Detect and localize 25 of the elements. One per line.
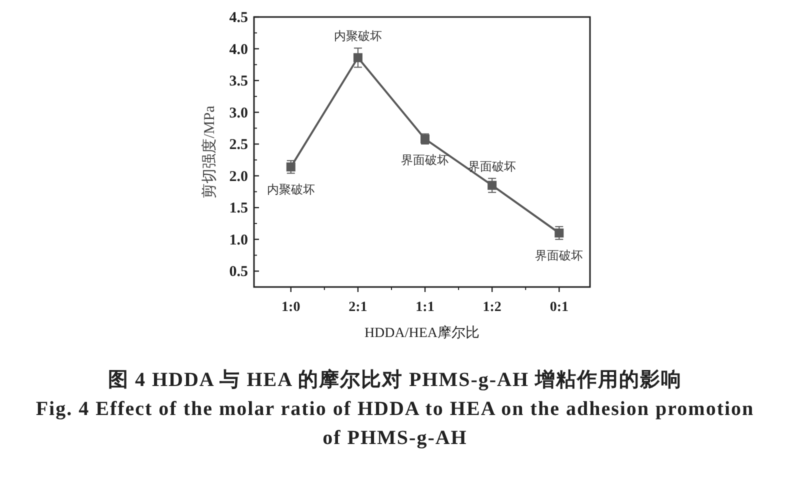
x-axis-title: HDDA/HEA摩尔比	[364, 325, 480, 341]
caption: Fig. 4 Effect of the molar ratio of HDDA to HEA on the adhesion promotion of PHMS-g-AH	[36, 398, 754, 449]
x-tick-label: 2:1	[348, 300, 368, 315]
x-tick-label: 1:0	[282, 300, 300, 315]
y-tick-label: 4.5	[229, 10, 248, 26]
x-tick-label: 0:1	[550, 300, 568, 315]
caption: 图 4 HDDA 与 HEA 的摩尔比对 PHMS-g-AH 增粘作用的影响	[108, 368, 682, 391]
annotation: 内聚破坏	[266, 182, 315, 196]
y-tick-label: 1.5	[229, 200, 248, 217]
y-tick-label: 3.0	[229, 105, 248, 122]
y-axis-title: 剪切强度/MPa	[201, 105, 218, 198]
y-tick-label: 1.0	[229, 232, 248, 248]
point	[353, 53, 362, 62]
y-tick-label: 3.5	[229, 74, 248, 90]
x-tick-label: 1:1	[416, 300, 434, 315]
x-tick-label: 1:2	[482, 300, 502, 315]
annotation: 内聚破坏	[334, 29, 382, 44]
point	[488, 180, 497, 190]
annotation: 界面破坏	[468, 159, 516, 174]
y-tick-label: 4.0	[229, 42, 248, 58]
y-tick-label: 2.0	[229, 168, 248, 185]
annotation: 界面破坏	[535, 248, 584, 262]
y-tick-label: 0.5	[229, 264, 248, 280]
annotation: 界面破坏	[401, 153, 450, 168]
y-tick-label: 2.5	[229, 137, 248, 154]
